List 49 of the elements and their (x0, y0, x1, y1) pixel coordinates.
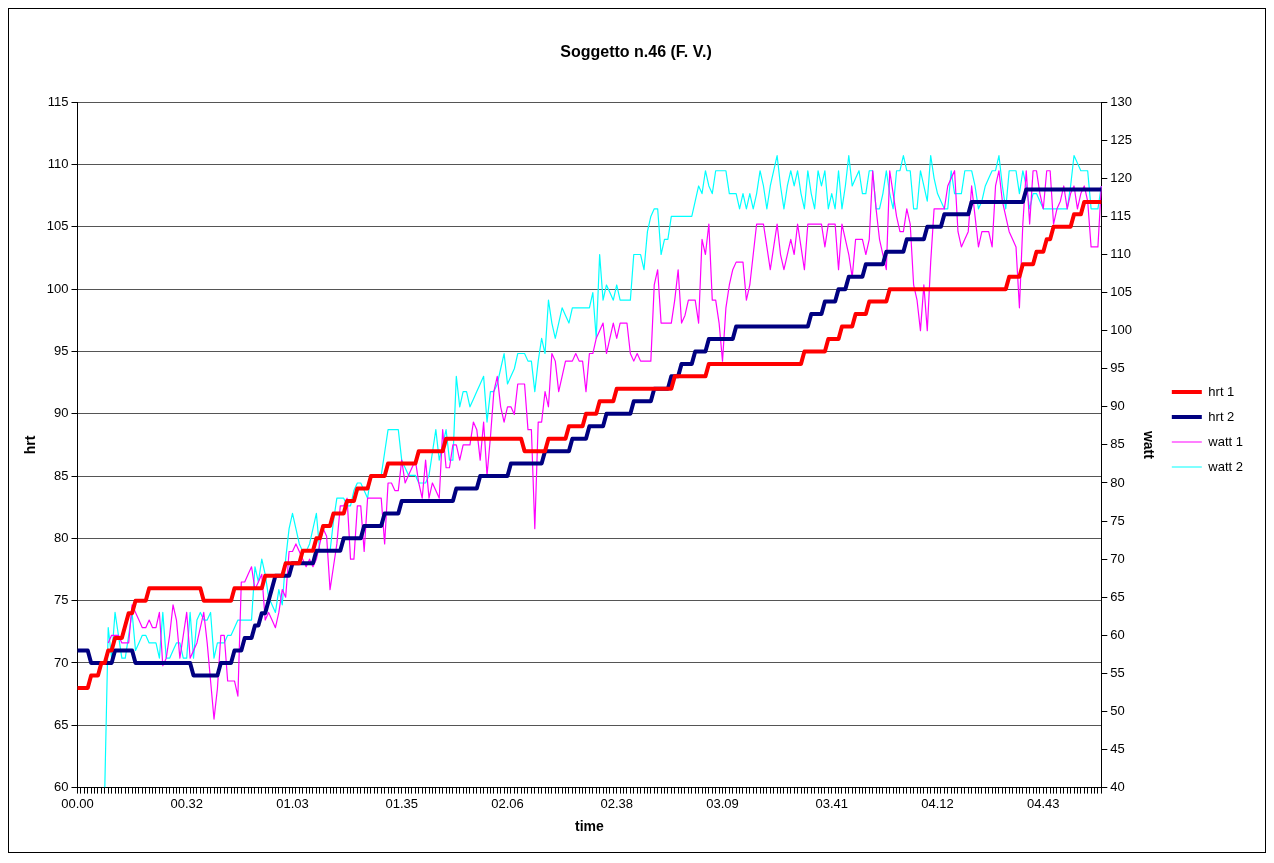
legend-label: watt 2 (1207, 458, 1243, 474)
x-tick-label: 01.03 (276, 795, 309, 811)
y-tick-label: 115 (47, 93, 69, 109)
x-tick-label: 03.09 (706, 795, 739, 811)
y-tick-label: 85 (54, 467, 69, 483)
legend-label: hrt 1 (1208, 383, 1235, 399)
x-tick-label: 01.35 (385, 795, 418, 811)
x-tick-label: 00.00 (61, 795, 94, 811)
y-tick-label: 105 (46, 218, 69, 234)
y-tick-label: 70 (54, 654, 69, 670)
legend-label: watt 1 (1207, 433, 1243, 449)
y-axis-title: hrt (22, 435, 39, 455)
x-tick-label: 04.12 (921, 795, 954, 811)
y2-tick-label: 60 (1110, 626, 1125, 642)
y-tick-label: 95 (54, 343, 69, 359)
y-tick-label: 90 (54, 405, 69, 421)
y2-tick-label: 70 (1110, 550, 1125, 566)
y2-tick-label: 125 (1110, 131, 1133, 147)
y2-tick-label: 90 (1110, 398, 1125, 414)
y2-tick-label: 80 (1110, 474, 1125, 490)
y-tick-label: 75 (54, 592, 69, 608)
y2-tick-label: 115 (1110, 208, 1132, 224)
x-tick-label: 02.06 (491, 795, 524, 811)
y-tick-label: 110 (47, 156, 69, 172)
y2-tick-label: 55 (1110, 664, 1125, 680)
x-tick-label: 02.38 (600, 795, 633, 811)
y-tick-label: 100 (46, 280, 69, 296)
y2-tick-label: 95 (1110, 360, 1125, 376)
y2-tick-label: 110 (1110, 246, 1132, 262)
y2-tick-label: 45 (1110, 741, 1125, 757)
y2-tick-label: 130 (1110, 93, 1133, 109)
y2-tick-label: 65 (1110, 588, 1125, 604)
y-tick-label: 80 (54, 529, 69, 545)
x-tick-label: 04.43 (1027, 795, 1060, 811)
chart-title: Soggetto n.46 (F. V.) (560, 43, 712, 61)
y2-tick-label: 120 (1110, 169, 1133, 185)
y2-tick-label: 100 (1110, 322, 1133, 338)
legend-label: hrt 2 (1208, 408, 1235, 424)
y2-tick-label: 85 (1110, 436, 1125, 452)
x-axis-title: time (575, 818, 605, 835)
y2-tick-label: 105 (1110, 284, 1133, 300)
y2-tick-label: 75 (1110, 512, 1125, 528)
x-tick-label: 03.41 (815, 795, 848, 811)
y2-axis-title: watt (1140, 429, 1157, 460)
y2-tick-label: 40 (1110, 779, 1125, 795)
x-tick-label: 00.32 (170, 795, 203, 811)
y2-tick-label: 50 (1110, 703, 1125, 719)
y-tick-label: 65 (54, 716, 69, 732)
y-tick-label: 60 (54, 779, 69, 795)
